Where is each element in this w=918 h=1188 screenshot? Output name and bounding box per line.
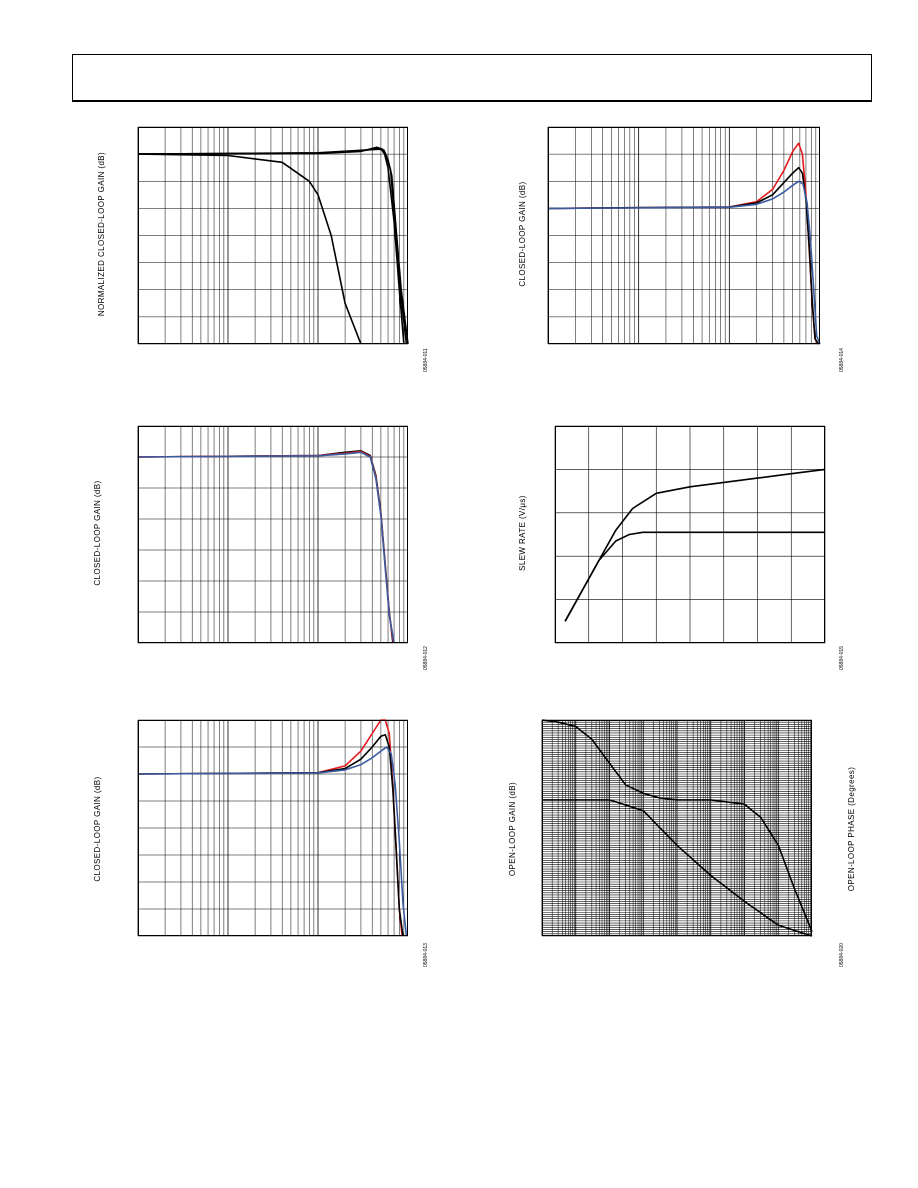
chart-5-series-0	[542, 799, 813, 937]
chart-1-series-0	[547, 142, 819, 345]
chart-0-frame	[138, 127, 408, 344]
chart-2-plot	[137, 425, 408, 644]
chart-1-series-2	[547, 180, 821, 345]
chart-0-series-2	[137, 147, 408, 345]
chart-4-ylabel: CLOSED-LOOP GAIN (dB)	[93, 776, 102, 882]
chart-3-series-0	[564, 468, 826, 622]
chart-0-series-3	[137, 148, 409, 345]
chart-0-figure-id: 05884-011	[423, 348, 429, 372]
chart-1-figure-id: 05884-014	[839, 348, 845, 372]
chart-4-plot	[137, 719, 408, 937]
chart-1-plot	[547, 126, 821, 345]
chart-0-series-0	[137, 153, 362, 345]
chart-1-series-1	[547, 166, 820, 345]
chart-3-grid	[554, 425, 826, 644]
chart-4-series-2	[137, 746, 408, 937]
chart-0-ylabel: NORMALIZED CLOSED-LOOP GAIN (dB)	[97, 151, 106, 317]
chart-4-series-1	[137, 734, 404, 937]
chart-3-frame	[555, 426, 825, 643]
chart-2-series-1	[137, 450, 395, 644]
chart-5-series-1	[541, 719, 813, 933]
chart-2-series-2	[137, 451, 395, 644]
chart-5-ylabel: OPEN-LOOP GAIN (dB)	[508, 781, 517, 877]
chart-5-figure-id: 05884-020	[839, 943, 845, 967]
chart-4-grid	[137, 719, 408, 937]
chart-2-series-0	[137, 449, 394, 644]
page-header-box	[72, 54, 872, 102]
chart-1-ylabel: CLOSED-LOOP GAIN (dB)	[518, 181, 527, 287]
chart-3-ylabel: SLEW RATE (V/μs)	[518, 495, 527, 571]
chart-5-plot	[541, 719, 813, 937]
chart-4-frame	[138, 720, 408, 936]
chart-2-figure-id: 05884-012	[423, 646, 429, 670]
chart-3-plot	[554, 425, 826, 644]
chart-1-grid	[547, 126, 820, 345]
chart-2-grid	[137, 425, 408, 644]
chart-2-frame	[138, 426, 408, 643]
chart-5-ylabel-right: OPEN-LOOP PHASE (Degrees)	[847, 766, 856, 892]
chart-0-plot	[137, 126, 409, 345]
chart-5-frame	[542, 720, 812, 936]
chart-0-grid	[137, 126, 408, 345]
chart-1-frame	[548, 127, 820, 344]
chart-3-series-1	[564, 531, 825, 622]
chart-5-grid	[541, 719, 812, 937]
chart-4-figure-id: 05884-013	[423, 943, 429, 967]
chart-2-ylabel: CLOSED-LOOP GAIN (dB)	[93, 480, 102, 586]
chart-3-figure-id: 05884-015	[839, 646, 845, 670]
